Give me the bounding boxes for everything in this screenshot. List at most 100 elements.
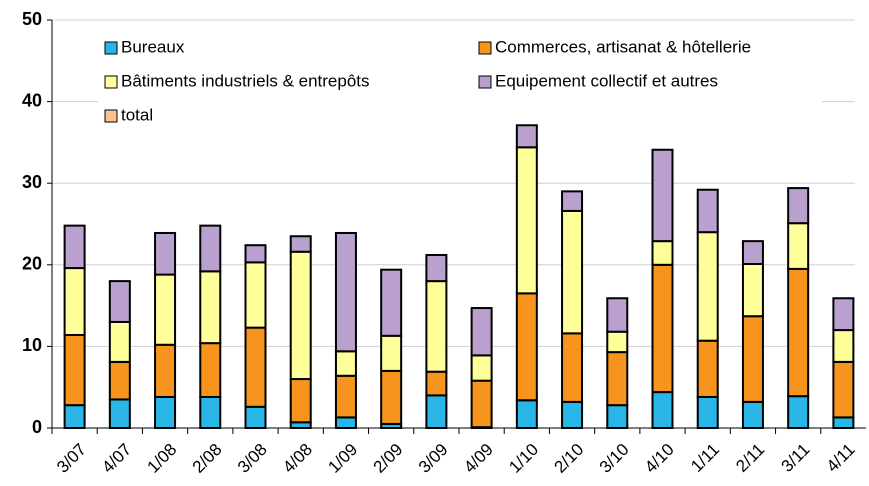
bar-segment xyxy=(741,240,764,265)
legend-swatch xyxy=(478,75,492,89)
bar-segment xyxy=(380,334,403,372)
x-tick-label: 1/11 xyxy=(687,440,723,476)
bar-segment xyxy=(334,350,357,377)
bar-segment xyxy=(425,254,448,283)
x-tick-label: 4/09 xyxy=(460,440,497,477)
bar-segment xyxy=(108,320,131,363)
bar-segment xyxy=(741,400,764,429)
bar-segment xyxy=(787,395,810,429)
bar-segment xyxy=(154,231,177,276)
bar-segment xyxy=(606,404,629,430)
legend-label: Commerces, artisanat & hôtellerie xyxy=(495,37,751,56)
y-tick-label: 0 xyxy=(32,417,42,437)
bar-segment xyxy=(289,250,312,381)
bar-segment xyxy=(425,394,448,429)
x-tick-label: 4/08 xyxy=(279,440,316,477)
bar-segment xyxy=(696,339,719,398)
legend-label: Equipement collectif et autres xyxy=(495,71,718,90)
bar-segment xyxy=(651,391,674,430)
bar-segment xyxy=(425,280,448,373)
x-tick-label: 2/10 xyxy=(551,440,588,477)
legend-swatch xyxy=(104,109,118,123)
x-tick-label: 4/10 xyxy=(641,440,678,477)
bar-segment xyxy=(199,224,222,273)
bar-segment xyxy=(741,315,764,403)
bar-segment xyxy=(470,354,493,382)
x-tick-label: 3/11 xyxy=(778,440,814,476)
bar-segment xyxy=(832,329,855,363)
bar-segment xyxy=(154,395,177,430)
bar-segment xyxy=(515,292,538,402)
bar-segment xyxy=(289,235,312,253)
bar-segment xyxy=(244,261,267,329)
x-tick-label: 1/10 xyxy=(505,440,542,477)
legend-swatch xyxy=(478,41,492,55)
bar-segment xyxy=(515,124,538,149)
bar-segment xyxy=(154,343,177,398)
bar-segment xyxy=(108,398,131,430)
bar-segment xyxy=(606,297,629,333)
bar-segment xyxy=(470,307,493,357)
legend-label: total xyxy=(121,105,153,124)
bar-segment xyxy=(651,240,674,266)
x-tick-label: 2/09 xyxy=(370,440,407,477)
bar-segment xyxy=(787,267,810,398)
bar-segment xyxy=(244,326,267,408)
bar-segment xyxy=(561,332,584,403)
y-tick-label: 10 xyxy=(22,335,42,355)
bar-segment xyxy=(244,244,267,264)
legend-label: Bâtiments industriels & entrepôts xyxy=(121,71,370,90)
x-tick-label: 1/08 xyxy=(144,440,181,477)
bar-segment xyxy=(63,224,86,270)
bar-segment xyxy=(63,404,86,430)
x-tick-label: 4/11 xyxy=(823,440,859,476)
x-tick-label: 3/07 xyxy=(53,440,90,477)
bar-segment xyxy=(380,369,403,425)
x-tick-label: 3/08 xyxy=(234,440,271,477)
bar-segment xyxy=(244,405,267,429)
bar-segment xyxy=(515,399,538,430)
bar-segment xyxy=(832,360,855,419)
x-tick-label: 4/07 xyxy=(98,440,135,477)
bar-segment xyxy=(696,395,719,430)
bar-segment xyxy=(334,416,357,429)
legend-swatch xyxy=(104,41,118,55)
bar-segment xyxy=(561,190,584,212)
bar-segment xyxy=(199,270,222,345)
bar-segment xyxy=(470,379,493,429)
x-tick-label: 3/09 xyxy=(415,440,452,477)
bar-segment xyxy=(696,188,719,234)
bar-segment xyxy=(832,416,855,429)
bar-segment xyxy=(651,263,674,394)
bar-segment xyxy=(561,209,584,335)
bar-segment xyxy=(561,400,584,429)
bar-segment xyxy=(606,351,629,407)
bar-segment xyxy=(289,378,312,424)
y-tick-label: 40 xyxy=(22,90,42,110)
x-tick-label: 2/11 xyxy=(732,440,768,476)
bar-segment xyxy=(334,374,357,419)
x-tick-label: 2/08 xyxy=(189,440,226,477)
bar-segment xyxy=(425,370,448,397)
y-tick-label: 20 xyxy=(22,254,42,274)
legend-swatch xyxy=(104,75,118,89)
bar-segment xyxy=(787,222,810,270)
x-tick-label: 3/10 xyxy=(596,440,633,477)
bar-segment xyxy=(787,187,810,225)
y-tick-label: 50 xyxy=(22,9,42,29)
bar-segment xyxy=(741,262,764,318)
y-tick-label: 30 xyxy=(22,172,42,192)
bar-segment xyxy=(63,333,86,407)
bar-segment xyxy=(696,231,719,342)
bar-segment xyxy=(199,395,222,430)
bar-segment xyxy=(199,342,222,398)
legend: Bureaux Commerces, artisanat & hôtellerie… xyxy=(98,35,822,131)
legend-label: Bureaux xyxy=(121,37,185,56)
bar-segment xyxy=(832,297,855,332)
bar-segment xyxy=(334,231,357,353)
bar-segment xyxy=(154,273,177,346)
bar-segment xyxy=(108,280,131,323)
bar-segment xyxy=(63,267,86,336)
bar-segment xyxy=(515,146,538,295)
